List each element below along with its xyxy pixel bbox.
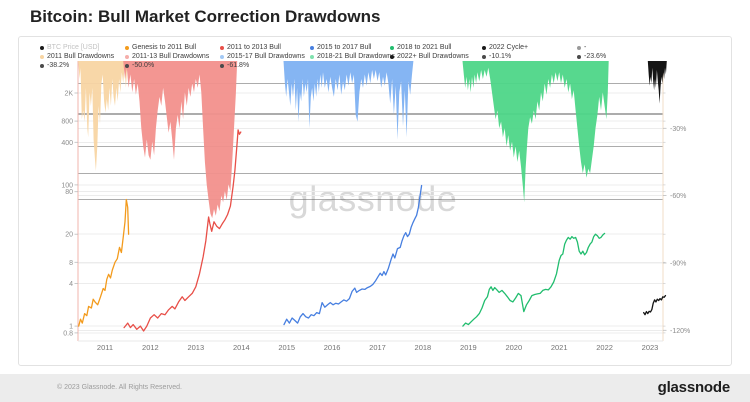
- legend-dot: [220, 63, 224, 68]
- x-axis-label: 2022: [596, 343, 613, 352]
- x-axis-label: 2015: [278, 343, 295, 352]
- legend-label: 2015-17 Bull Drawdowns: [227, 53, 305, 60]
- left-axis-tick-label: 4: [69, 281, 73, 288]
- legend-label: 2018-21 Bull Drawdowns: [317, 53, 395, 60]
- legend-item-9[interactable]: 2015-17 Bull Drawdowns: [220, 52, 305, 61]
- chart-card: [18, 36, 732, 366]
- legend-item-6[interactable]: -: [577, 43, 586, 52]
- legend-label: BTC Price [USD]: [47, 44, 100, 51]
- price-line-2015-2017[interactable]: [283, 184, 423, 326]
- legend-label: Genesis to 2011 Bull: [132, 44, 197, 51]
- left-axis-tick-label: 400: [61, 140, 73, 147]
- left-axis-tick-label: 20: [65, 232, 73, 239]
- legend-dot: [390, 54, 394, 59]
- price-line-2011-2013[interactable]: [123, 129, 242, 332]
- legend-item-1[interactable]: Genesis to 2011 Bull: [125, 43, 196, 52]
- legend-label: 2011 to 2013 Bull: [227, 44, 281, 51]
- drawdown-area-dd-2011[interactable]: [78, 61, 129, 171]
- legend-label: -10.1%: [489, 53, 512, 60]
- x-axis-label: 2014: [233, 343, 250, 352]
- legend-item-15[interactable]: -50.0%: [125, 61, 154, 70]
- legend-label: 2022 Cycle+: [489, 44, 529, 51]
- left-axis-tick-label: 2K: [64, 91, 73, 98]
- legend-dot: [40, 54, 44, 59]
- x-axis-label: 2021: [551, 343, 568, 352]
- x-axis-label: 2023: [642, 343, 659, 352]
- legend-dot: [310, 54, 314, 59]
- legend-label: -23.6%: [584, 53, 607, 60]
- left-axis-tick-label: 0.8: [63, 330, 73, 337]
- glassnode-logo[interactable]: glassnode: [657, 379, 731, 396]
- legend-item-4[interactable]: 2018 to 2021 Bull: [390, 43, 452, 52]
- right-axis-tick-label: -60%: [670, 193, 686, 200]
- drawdown-area-dd-2022[interactable]: [647, 61, 667, 104]
- footer-bar: © 2023 Glassnode. All Rights Reserved. g…: [0, 374, 750, 402]
- legend-label: -61.8%: [227, 62, 250, 69]
- legend-item-7[interactable]: 2011 Bull Drawdowns: [40, 52, 114, 61]
- legend-dot: [125, 63, 129, 68]
- legend-dot: [125, 45, 129, 50]
- price-line-2018-2021[interactable]: [462, 232, 606, 327]
- x-axis-label: 2016: [324, 343, 341, 352]
- left-axis-tick-label: 100: [61, 182, 73, 189]
- price-line-genesis-2011[interactable]: [78, 198, 130, 327]
- legend-label: -50.0%: [132, 62, 155, 69]
- x-axis-label: 2013: [187, 343, 204, 352]
- legend-label: 2022+ Bull Drawdowns: [397, 53, 469, 60]
- price-line-2022-cycle[interactable]: [643, 294, 667, 316]
- legend-label: 2015 to 2017 Bull: [317, 44, 372, 51]
- legend-dot: [310, 45, 314, 50]
- legend-item-12[interactable]: -10.1%: [482, 52, 511, 61]
- legend-item-3[interactable]: 2015 to 2017 Bull: [310, 43, 372, 52]
- drawdown-area-dd-2011-13[interactable]: [123, 61, 238, 219]
- drawdown-area-dd-2015-17[interactable]: [283, 61, 414, 140]
- legend-label: 2011-13 Bull Drawdowns: [132, 53, 210, 60]
- legend-dot: [220, 45, 224, 50]
- legend-item-16[interactable]: -61.8%: [220, 61, 249, 70]
- x-axis-label: 2017: [369, 343, 386, 352]
- legend-item-11[interactable]: 2022+ Bull Drawdowns: [390, 52, 469, 61]
- legend-label: -: [584, 44, 587, 51]
- chart-legend: BTC Price [USD] Genesis to 2011 Bull 2011 …: [0, 0, 750, 80]
- x-axis-label: 2011: [97, 343, 113, 352]
- legend-label: 2018 to 2021 Bull: [397, 44, 452, 51]
- right-axis-tick-label: -120%: [670, 328, 690, 335]
- legend-item-10[interactable]: 2018-21 Bull Drawdowns: [310, 52, 395, 61]
- legend-dot: [577, 54, 581, 59]
- left-axis-tick-label: 80: [65, 189, 73, 196]
- legend-dot: [482, 45, 486, 50]
- legend-item-0[interactable]: BTC Price [USD]: [40, 43, 100, 52]
- left-axis-tick-label: 800: [61, 119, 73, 126]
- legend-dot: [40, 45, 44, 50]
- legend-item-2[interactable]: 2011 to 2013 Bull: [220, 43, 281, 52]
- legend-item-13[interactable]: -23.6%: [577, 52, 606, 61]
- right-axis-tick-label: -30%: [670, 126, 686, 133]
- legend-label: 2011 Bull Drawdowns: [47, 53, 115, 60]
- x-axis-label: 2012: [142, 343, 159, 352]
- right-axis-tick-label: -90%: [670, 261, 686, 268]
- x-axis-label: 2018: [415, 343, 432, 352]
- legend-dot: [390, 45, 394, 50]
- page-title: Bitcoin: Bull Market Correction Drawdown…: [30, 7, 381, 26]
- legend-dot: [125, 54, 129, 59]
- legend-dot: [220, 54, 224, 59]
- left-axis-tick-label: 1: [69, 324, 73, 331]
- legend-dot: [577, 45, 581, 50]
- legend-item-8[interactable]: 2011-13 Bull Drawdowns: [125, 52, 209, 61]
- x-axis-label: 2019: [460, 343, 477, 352]
- left-axis-tick-label: 8: [69, 260, 73, 267]
- copyright-text: © 2023 Glassnode. All Rights Reserved.: [57, 384, 183, 391]
- legend-item-14[interactable]: -38.2%: [40, 61, 69, 70]
- legend-label: -38.2%: [47, 62, 70, 69]
- legend-dot: [482, 54, 486, 59]
- legend-dot: [40, 63, 44, 68]
- drawdown-area-dd-2018-21[interactable]: [462, 61, 609, 203]
- legend-item-5[interactable]: 2022 Cycle+: [482, 43, 528, 52]
- x-axis-label: 2020: [505, 343, 522, 352]
